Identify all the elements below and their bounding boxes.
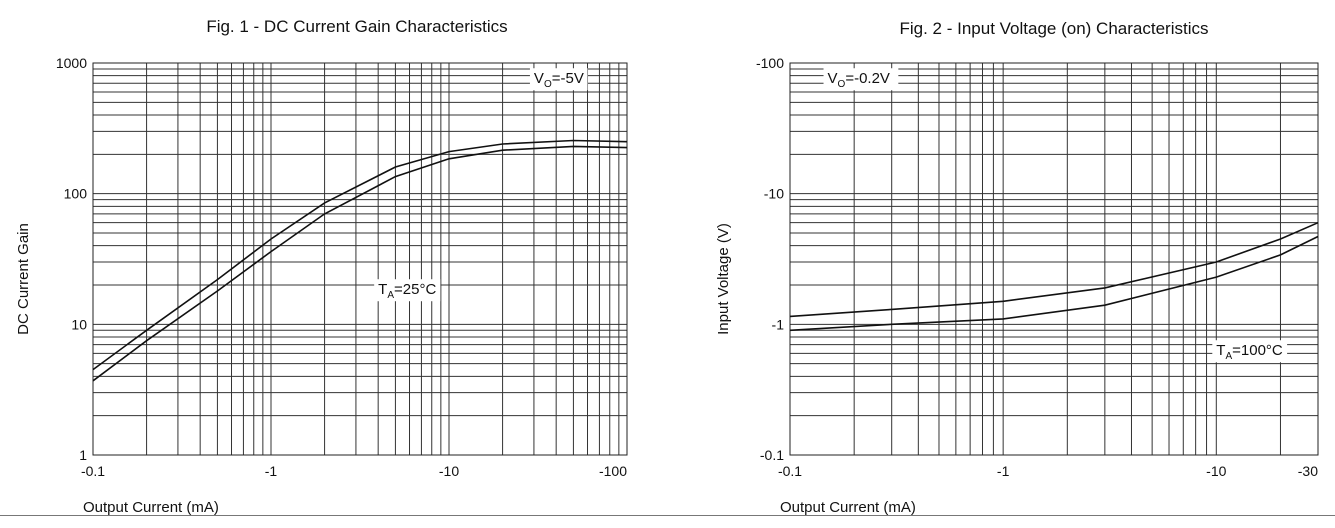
y-tick-label: 1000 xyxy=(56,55,87,71)
chart-title: Fig. 2 - Input Voltage (on) Characterist… xyxy=(900,19,1209,38)
series-line-2 xyxy=(789,235,1319,332)
annotation-background xyxy=(374,279,441,302)
annotation-text: TA=25°C xyxy=(378,281,436,301)
annotation-background xyxy=(823,68,899,91)
x-tick-label: -0.1 xyxy=(81,463,105,479)
annotation-text: VO=-5V xyxy=(534,70,584,90)
series-line-1 xyxy=(92,139,628,371)
x-tick-label: -100 xyxy=(599,463,627,479)
y-tick-label: -0.1 xyxy=(760,447,784,463)
x-tick-label: -1 xyxy=(265,463,278,479)
annotation-background xyxy=(1212,340,1288,363)
y-tick-label: -100 xyxy=(756,55,784,71)
grid-lines xyxy=(92,62,628,456)
y-tick-label: 1 xyxy=(79,447,87,463)
annotation-text: VO=-0.2V xyxy=(828,70,890,90)
chart-title: Fig. 1 - DC Current Gain Characteristics xyxy=(206,17,507,36)
chart-1: Fig. 1 - DC Current Gain Characteristics… xyxy=(15,17,628,516)
plot-frame xyxy=(92,62,628,456)
x-tick-label: -30 xyxy=(1298,463,1318,479)
y-tick-label: 100 xyxy=(64,186,88,202)
y-tick-label: -1 xyxy=(772,316,785,332)
series-line-1 xyxy=(789,221,1319,318)
x-tick-label: -0.1 xyxy=(778,463,802,479)
y-tick-label: 10 xyxy=(71,316,87,332)
y-axis-label: Input Voltage (V) xyxy=(715,223,732,335)
annotation-text: TA=100°C xyxy=(1216,342,1283,362)
y-tick-label: -10 xyxy=(764,186,784,202)
grid-lines xyxy=(789,62,1319,456)
annotation-background xyxy=(529,68,588,91)
x-tick-label: -1 xyxy=(997,463,1010,479)
series-line-2 xyxy=(92,145,628,382)
x-tick-label: -10 xyxy=(1206,463,1226,479)
chart-2: Fig. 2 - Input Voltage (on) Characterist… xyxy=(715,19,1319,516)
plot-frame xyxy=(789,62,1319,456)
bottom-divider xyxy=(0,515,1335,516)
x-tick-label: -10 xyxy=(439,463,459,479)
x-axis-label: Output Current (mA) xyxy=(780,499,916,516)
y-axis-label: DC Current Gain xyxy=(15,223,32,335)
x-axis-label: Output Current (mA) xyxy=(83,499,219,516)
